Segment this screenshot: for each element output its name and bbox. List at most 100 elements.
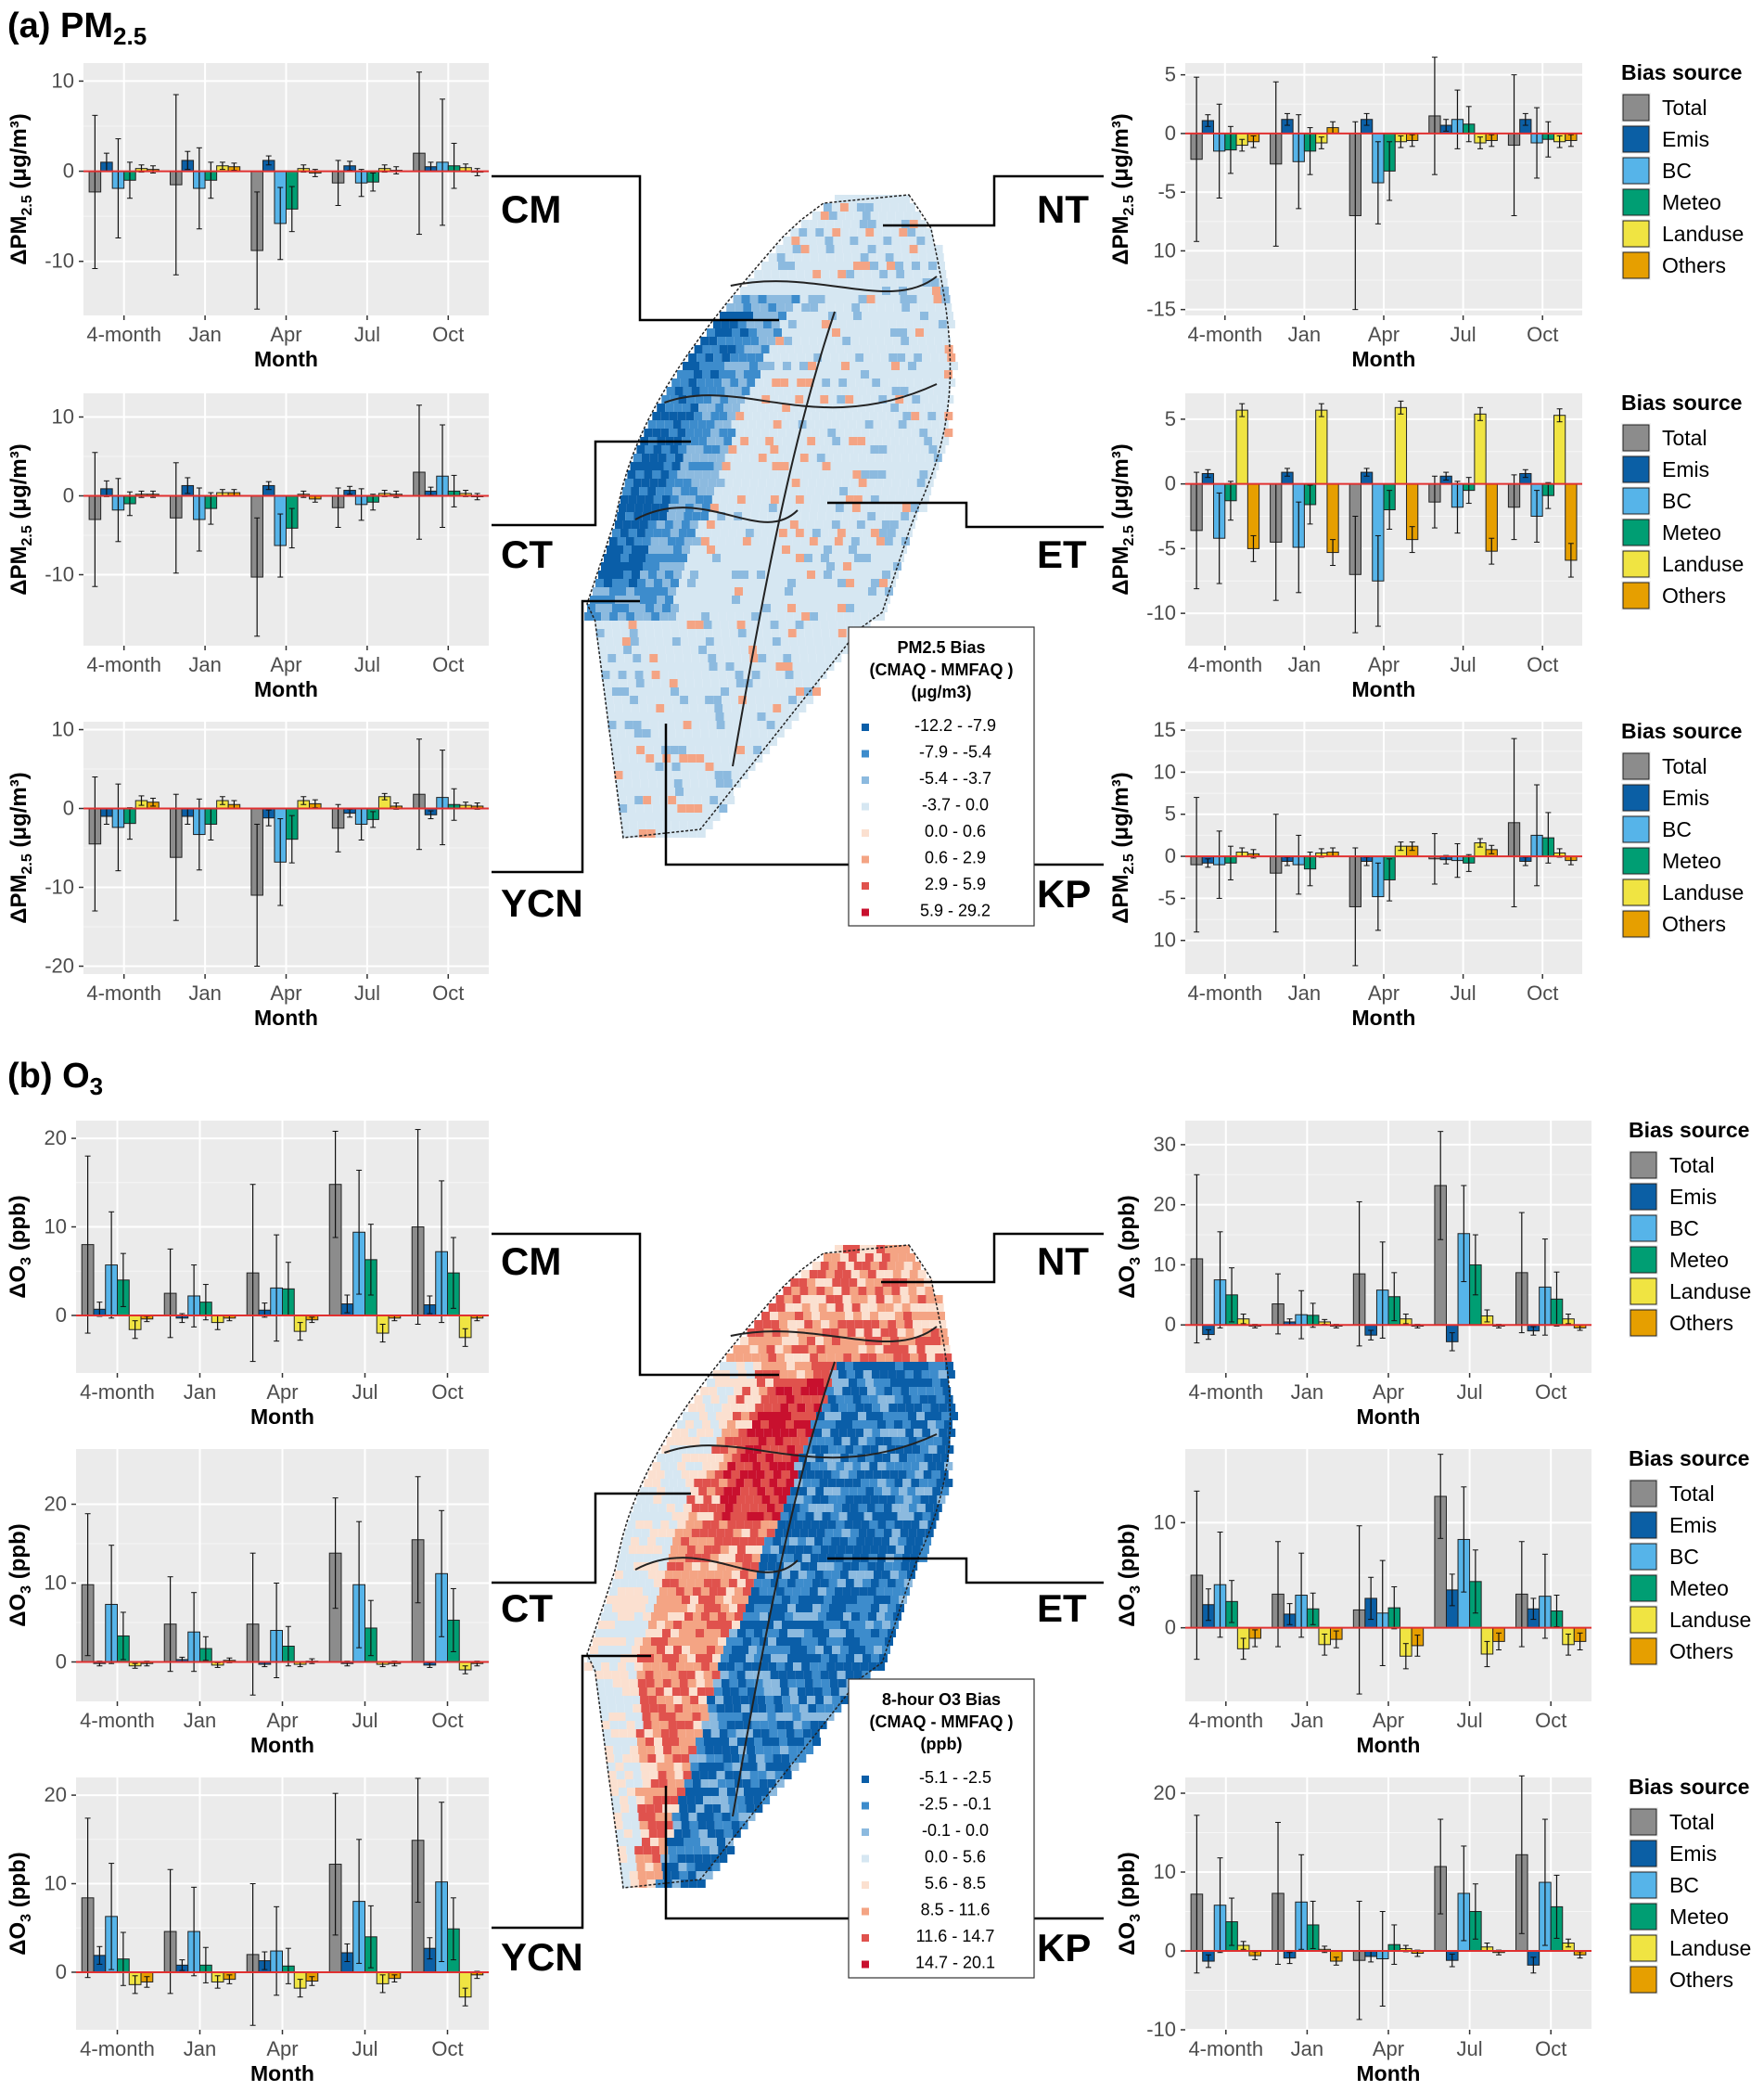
- map-cell: [773, 1537, 782, 1546]
- map-cell: [821, 1654, 829, 1662]
- map-cell: [932, 1454, 941, 1462]
- map-cell: [769, 429, 778, 437]
- map-cell: [812, 1671, 821, 1679]
- map-cell: [723, 779, 733, 788]
- map-cell: [831, 487, 840, 495]
- map-cell: [753, 746, 762, 754]
- map-cell: [861, 470, 870, 479]
- map-cell: [848, 487, 857, 495]
- map-cell: [768, 1721, 777, 1729]
- map-cell: [829, 1654, 837, 1662]
- map-cell: [820, 495, 829, 504]
- map-cell: [880, 1429, 889, 1437]
- map-cell: [775, 1713, 785, 1721]
- map-cell: [828, 495, 837, 504]
- map-cell: [773, 1754, 782, 1763]
- map-cell: [647, 420, 657, 429]
- map-cell: [768, 1637, 776, 1646]
- map-cell: [691, 387, 700, 395]
- map-cell: [863, 1654, 871, 1662]
- map-cell: [904, 1370, 914, 1379]
- map-cell: [689, 1537, 698, 1546]
- map-cell: [840, 1621, 849, 1629]
- map-cell: [839, 203, 849, 212]
- map-cell: [640, 646, 649, 654]
- map-cell: [841, 1437, 850, 1445]
- map-cell: [824, 646, 833, 654]
- map-cell: [774, 387, 784, 395]
- map-cell: [710, 345, 720, 353]
- map-cell: [759, 729, 768, 738]
- map-cell: [594, 1671, 604, 1679]
- map-cell: [767, 1562, 776, 1571]
- map-cell: [735, 504, 744, 512]
- map-cell: [870, 1546, 879, 1554]
- map-cell: [791, 1704, 800, 1713]
- map-cell: [688, 1746, 697, 1754]
- map-cell: [759, 537, 768, 545]
- map-cell: [644, 679, 653, 687]
- map-cell: [923, 1537, 932, 1546]
- map-cell: [910, 504, 919, 512]
- map-cell: [632, 596, 640, 604]
- map-cell: [857, 1646, 865, 1654]
- map-cell: [857, 437, 866, 445]
- map-cell: [710, 679, 720, 687]
- map-cell: [874, 328, 882, 337]
- map-cell: [812, 1604, 821, 1612]
- map-cell: [930, 1404, 940, 1412]
- map-cell: [700, 1779, 709, 1788]
- map-cell: [792, 1713, 801, 1721]
- map-cell: [882, 437, 891, 445]
- map-cell: [764, 1537, 773, 1546]
- map-cell: [830, 1328, 839, 1337]
- map-cell: [621, 637, 631, 646]
- map-cell: [608, 662, 618, 671]
- map-cell: [895, 1495, 904, 1504]
- map-cell: [783, 454, 792, 462]
- map-cell: [731, 1571, 740, 1579]
- map-cell: [678, 1796, 687, 1804]
- map-cell: [844, 1395, 853, 1404]
- map-cell: [642, 729, 651, 738]
- map-cell: [614, 704, 623, 712]
- map-cell: [671, 754, 680, 763]
- y-label-subscript: 2.5: [19, 195, 35, 215]
- map-cell: [662, 1738, 671, 1746]
- map-cell: [841, 1345, 850, 1353]
- map-cell: [723, 437, 733, 445]
- map-cell: [825, 1387, 835, 1395]
- map-cell: [843, 1637, 851, 1646]
- map-cell: [883, 1287, 892, 1295]
- map-cell: [696, 1679, 705, 1687]
- map-cell: [925, 1504, 934, 1512]
- map-cell: [711, 1863, 721, 1871]
- map-cell: [670, 1863, 679, 1871]
- map-cell: [785, 671, 794, 679]
- map-cell: [601, 1637, 609, 1646]
- map-cell: [801, 612, 811, 621]
- map-cell: [672, 1821, 682, 1829]
- map-cell: [804, 579, 812, 587]
- map-cell: [825, 1562, 835, 1571]
- map-cell: [893, 253, 902, 262]
- map-cell: [638, 763, 647, 771]
- map-cell: [690, 404, 699, 412]
- map-cell: [753, 495, 762, 504]
- map-cell: [685, 412, 695, 420]
- map-cell: [807, 646, 816, 654]
- map-cell: [657, 1829, 666, 1838]
- map-cell: [815, 1646, 824, 1654]
- map-cell: [850, 1412, 858, 1420]
- map-cell: [716, 721, 725, 729]
- map-cell: [847, 1429, 856, 1437]
- map-cell: [615, 1829, 624, 1838]
- map-cell: [655, 637, 664, 646]
- map-cell: [818, 587, 826, 596]
- map-cell: [851, 1637, 860, 1646]
- map-cell: [734, 512, 743, 520]
- map-cell: [746, 1604, 754, 1612]
- map-cell: [793, 303, 802, 312]
- map-cell: [596, 1687, 606, 1696]
- map-cell: [736, 1579, 746, 1587]
